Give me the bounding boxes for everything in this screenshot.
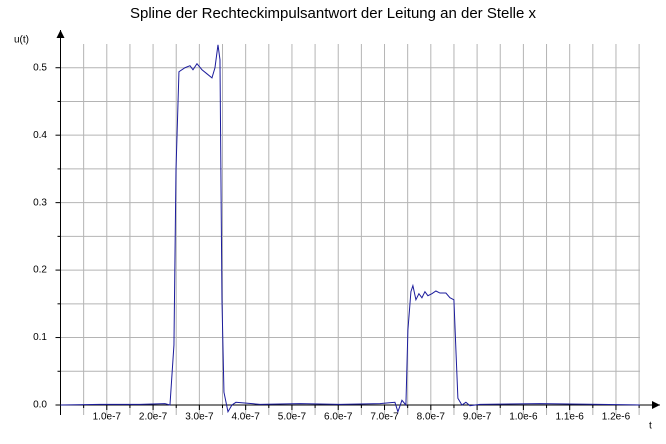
data-line [60, 44, 640, 414]
x-tick-label: 6.0e-7 [324, 412, 353, 423]
x-tick-label: 1.0e-6 [509, 412, 538, 423]
x-tick-label: 1.0e-7 [93, 412, 122, 423]
y-tick-label: 0.5 [33, 62, 47, 73]
y-tick-label: 0.1 [33, 332, 47, 343]
chart-title: Spline der Rechteckimpulsantwort der Lei… [130, 5, 537, 22]
y-tick-label: 0.3 [33, 197, 47, 208]
y-axis-arrow [56, 30, 65, 38]
x-tick-label: 2.0e-7 [139, 412, 168, 423]
x-tick-label: 7.0e-7 [370, 412, 399, 423]
x-tick-label: 5.0e-7 [278, 412, 307, 423]
x-tick-label: 4.0e-7 [231, 412, 260, 423]
x-tick-label: 1.1e-6 [556, 412, 585, 423]
x-tick-label: 1.2e-6 [602, 412, 631, 423]
y-tick-label: 0.0 [33, 400, 47, 411]
y-tick-label: 0.2 [33, 265, 47, 276]
y-tick-label: 0.4 [33, 130, 47, 141]
x-tick-label: 9.0e-7 [463, 412, 492, 423]
x-tick-label: 8.0e-7 [417, 412, 446, 423]
x-axis-arrow [652, 401, 660, 409]
y-axis-label: u(t) [14, 35, 29, 46]
x-tick-label: 3.0e-7 [185, 412, 214, 423]
x-axis-label: t [649, 421, 652, 432]
